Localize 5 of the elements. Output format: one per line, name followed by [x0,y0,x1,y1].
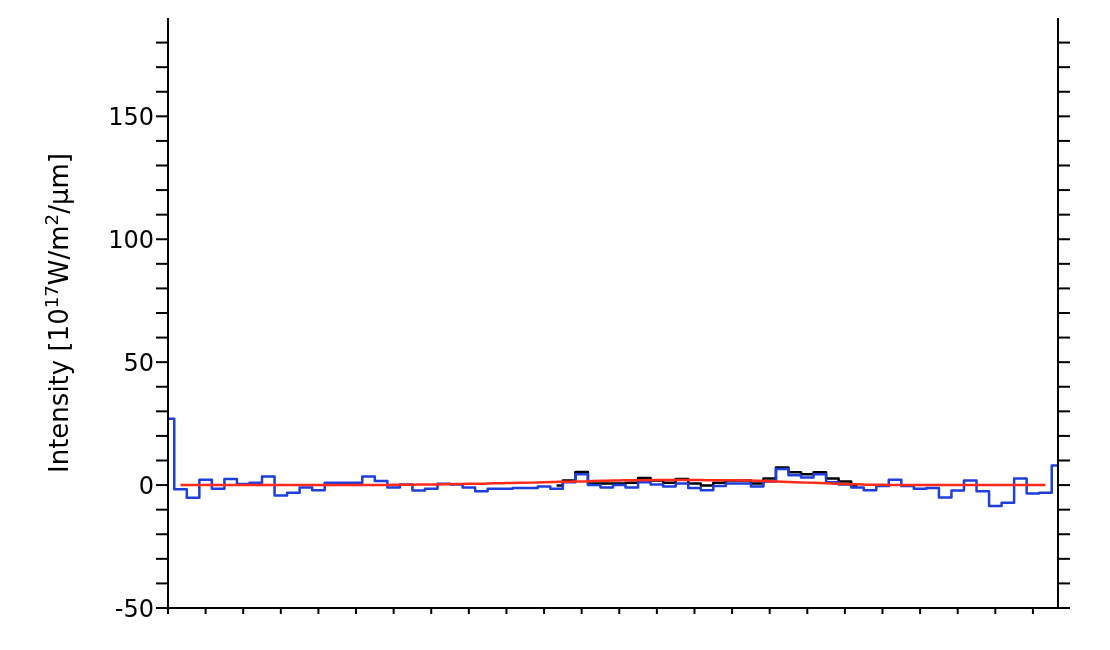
y-tick-label: 100 [108,225,154,254]
y-tick-label: 50 [123,348,154,377]
y-tick-label: 0 [138,471,154,500]
y-tick-label: -50 [114,594,154,623]
y-tick-label: 150 [108,102,154,131]
